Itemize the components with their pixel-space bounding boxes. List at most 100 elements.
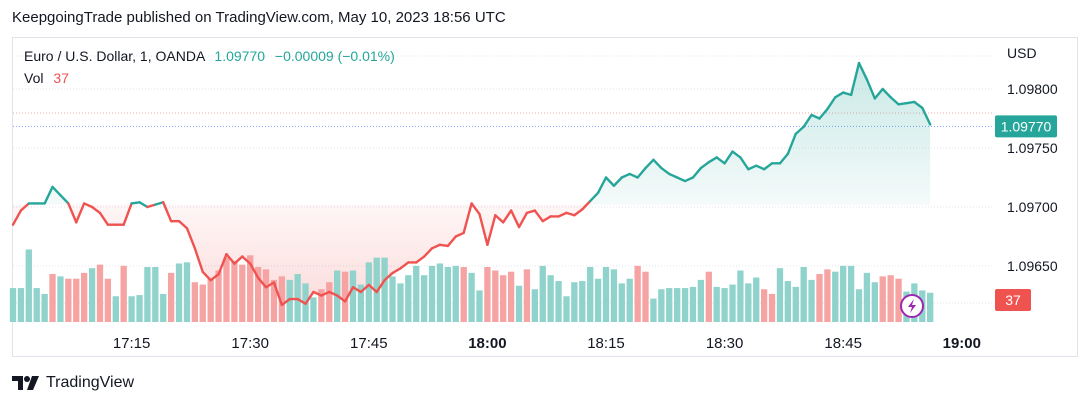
volume-bar [531, 289, 538, 322]
volume-bar [104, 278, 112, 322]
volume-bar [96, 264, 104, 322]
price-segment [43, 185, 54, 205]
price-segment [668, 172, 679, 179]
volume-bar [365, 262, 372, 322]
volume-bar [705, 271, 712, 322]
volume-bar [413, 265, 420, 322]
price-segment [881, 87, 892, 99]
volume-bar [405, 275, 412, 322]
last-price: 1.09770 [214, 48, 266, 64]
volume-bar [666, 288, 673, 322]
price-segment [67, 202, 78, 224]
volume-bar [286, 279, 293, 322]
x-tick-label: 18:00 [468, 335, 506, 352]
price-segment [557, 211, 568, 218]
volume-bar [768, 293, 776, 322]
volume-bar [73, 278, 80, 322]
price-segment [857, 61, 869, 81]
price-segment [620, 172, 631, 179]
volume-bar [223, 257, 230, 322]
price-segment [264, 281, 276, 289]
volume-bar [689, 286, 697, 322]
volume-bar [25, 249, 32, 322]
x-tick-label: 18:30 [706, 335, 744, 352]
price-segment [90, 205, 102, 215]
price-segment [786, 132, 797, 156]
price-segment [415, 255, 426, 264]
volume-bar [239, 264, 246, 322]
volume-bar [341, 271, 349, 322]
volume-bar [112, 296, 119, 322]
price-segment [11, 209, 23, 226]
volume-bar [160, 293, 167, 322]
price-segment [525, 209, 537, 215]
price-segment [905, 100, 916, 105]
price-segment [565, 211, 576, 217]
volume-label[interactable]: Vol [24, 70, 44, 86]
price-segment [75, 202, 86, 224]
y-tick-label: 1.09650 [1007, 258, 1058, 274]
price-segment [162, 201, 173, 223]
price-chart[interactable]: 1.09650 1.09700 1.09750 1.09800 USD 17:15 17:3… [0, 0, 1090, 370]
price-segment [533, 209, 544, 223]
price-segment [446, 235, 457, 248]
volume-bar [500, 275, 507, 322]
volume-bar [381, 257, 388, 322]
volume-bar [840, 265, 847, 322]
price-segment [660, 166, 671, 176]
price-segment [739, 156, 750, 171]
x-tick-label: 17:45 [350, 335, 388, 352]
tradingview-logo-icon[interactable] [12, 375, 40, 391]
price-segment [691, 166, 703, 179]
price-segment [913, 100, 924, 110]
volume-bar [697, 279, 705, 322]
volume-bar [167, 272, 175, 322]
price-segment [233, 255, 244, 265]
price-segment [138, 201, 149, 209]
price-segment [707, 156, 718, 164]
volume-bar [927, 292, 934, 322]
volume-bar [507, 271, 515, 322]
lightning-icon[interactable] [900, 294, 924, 318]
price-segment [343, 286, 355, 303]
price-segment [351, 286, 363, 294]
price-segment [581, 199, 592, 211]
price-segment [755, 164, 766, 171]
volume-bar [17, 288, 25, 322]
volume-bar [326, 282, 333, 322]
price-segment [723, 150, 734, 165]
volume-bar [357, 284, 365, 322]
volume-bar [745, 283, 752, 322]
price-segment [19, 202, 30, 212]
volume-bar [476, 290, 483, 322]
volume-bar [816, 274, 823, 322]
volume-bar [452, 265, 459, 322]
volume-bar [887, 275, 894, 322]
volume-bar [247, 255, 254, 322]
price-segment [256, 276, 268, 289]
price-segment [383, 271, 394, 282]
price-segment [509, 209, 521, 229]
price-segment [335, 294, 347, 303]
volume-bar [397, 283, 404, 322]
price-segment [762, 162, 774, 171]
volume-bar [199, 284, 206, 322]
volume-bar [492, 270, 499, 322]
price-segment [715, 156, 726, 165]
volume-bar [231, 261, 238, 322]
symbol-title[interactable]: Euro / U.S. Dollar, 1, OANDA [24, 48, 205, 64]
volume-bar [436, 263, 444, 322]
volume-badge-label: 37 [1005, 292, 1021, 308]
volume-bar [729, 284, 736, 322]
price-segment [486, 214, 497, 246]
price-segment [82, 202, 94, 209]
volume-bar [484, 267, 491, 322]
price-segment [517, 211, 529, 229]
volume-bar [183, 262, 191, 322]
x-tick-label: 18:15 [587, 335, 625, 352]
price-segment [494, 214, 505, 224]
brand-name[interactable]: TradingView [46, 374, 135, 391]
volume-bar [547, 275, 554, 322]
volume-bar [610, 269, 618, 322]
area-fill [13, 63, 931, 305]
